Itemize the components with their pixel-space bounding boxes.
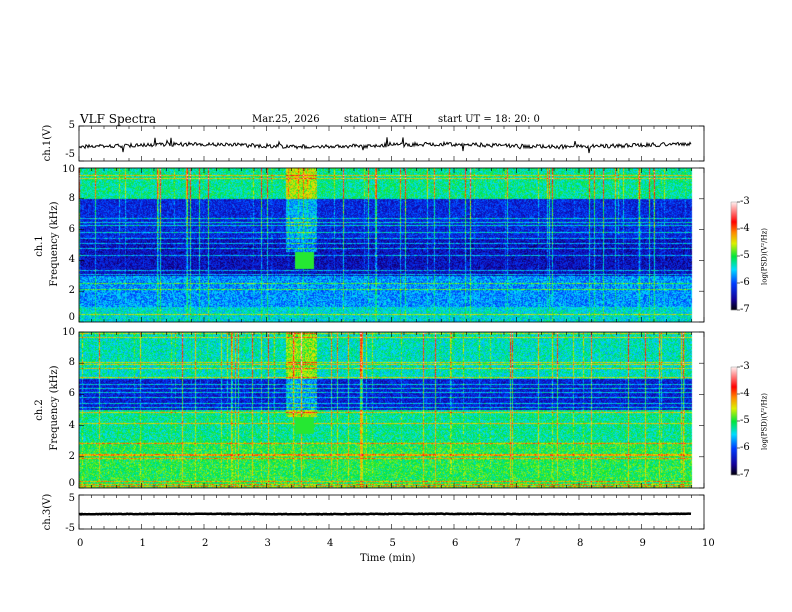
station-label: station= ATH [344, 114, 413, 125]
y-tick-label: 2 [68, 285, 75, 297]
colorbar-2-frame [730, 366, 738, 476]
x-tick-label: 0 [77, 538, 84, 549]
colorbar-tick-label: -4 [740, 223, 750, 234]
x-axis-label: Time (min) [360, 553, 416, 564]
y-tick-label: 4 [68, 254, 75, 266]
x-tick-label: 1 [139, 538, 146, 549]
colorbar-tick-label: -6 [740, 277, 750, 288]
x-tick-label: 8 [577, 538, 584, 549]
y-tick-label: -5 [65, 149, 75, 160]
colorbar-tick-label: -7 [740, 304, 750, 315]
ch1-spectrogram-panel-frame [78, 167, 705, 323]
ch1-spec-ylabel-freq: Frequency (kHz) [49, 201, 60, 287]
x-tick-label: 5 [389, 538, 396, 549]
y-tick-label: 6 [68, 388, 75, 400]
ch2-spectrogram-panel-frame [78, 331, 705, 489]
x-tick-label: 2 [202, 538, 209, 549]
colorbar-tick-label: -5 [740, 415, 750, 426]
colorbar-tick-label: -3 [740, 196, 750, 207]
figure-title: VLF Spectra [80, 112, 157, 126]
x-tick-label: 4 [327, 538, 334, 549]
y-tick-label: 2 [68, 450, 75, 462]
ch1-ylabel: ch.1(V) [42, 124, 53, 162]
y-tick-label: 8 [68, 357, 75, 369]
x-tick-label: 7 [514, 538, 521, 549]
ch3-ylabel: ch.3(V) [42, 493, 53, 531]
colorbar-tick-label: -4 [740, 388, 750, 399]
colorbar-tick-label: -3 [740, 361, 750, 372]
ch1-waveform-line [78, 137, 692, 154]
colorbar-tick-label: -5 [740, 250, 750, 261]
y-tick-label: -5 [65, 523, 75, 534]
colorbar-tick-label: -6 [740, 442, 750, 453]
y-tick-label: 10 [62, 164, 75, 175]
date-label: Mar.25, 2026 [252, 114, 320, 125]
ch1-waveform-panel-frame [78, 125, 705, 162]
colorbar1-label: log(PSD)(V²/Hz) [760, 228, 769, 285]
y-tick-label: 8 [68, 192, 75, 204]
x-tick-label: 9 [639, 538, 646, 549]
colorbar2-label: log(PSD)(V²/Hz) [760, 393, 769, 450]
y-tick-label: 10 [62, 327, 75, 338]
ch3-waveform-panel-frame [78, 494, 705, 530]
y-tick-label: 5 [68, 120, 75, 131]
x-tick-label: 10 [702, 538, 715, 549]
colorbar-tick-label: -7 [740, 469, 750, 480]
y-tick-label: 5 [68, 493, 75, 504]
y-tick-label: 0 [68, 312, 75, 323]
y-tick-label: 4 [68, 419, 75, 431]
y-tick-label: 0 [68, 478, 75, 489]
x-tick-label: 6 [452, 538, 459, 549]
colorbar-1-frame [730, 201, 738, 311]
ch3-waveform-line [78, 512, 692, 516]
ch1-spec-ylabel-ch: ch.1 [34, 235, 45, 257]
y-tick-label: 6 [68, 223, 75, 235]
start-ut-label: start UT = 18: 20: 0 [438, 114, 540, 125]
ch2-spec-ylabel-freq: Frequency (kHz) [49, 365, 60, 451]
ch2-spec-ylabel-ch: ch.2 [34, 399, 45, 421]
x-tick-label: 3 [264, 538, 271, 549]
